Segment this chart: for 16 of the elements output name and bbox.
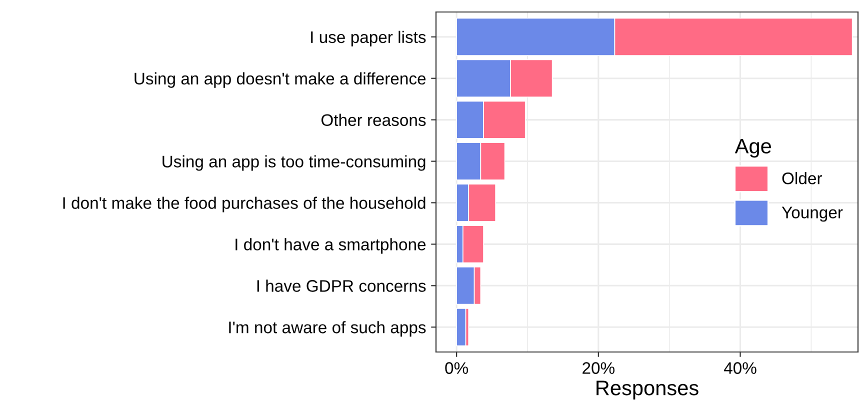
y-tick-label: I don't make the food purchases of the household <box>63 196 426 212</box>
legend-label: Younger <box>782 206 843 222</box>
y-tick-label: I use paper lists <box>311 30 426 46</box>
y-tick-label: I'm not aware of such apps <box>229 321 426 337</box>
x-axis-title: Responses <box>596 380 698 400</box>
y-tick-label: Other reasons <box>321 114 426 126</box>
y-tick-label: I don't have a smartphone <box>236 238 426 254</box>
legend-label: Older <box>782 172 822 184</box>
legend-title: Age <box>734 138 771 158</box>
x-tick-label: 40% <box>724 362 756 374</box>
x-tick-label: 20% <box>582 362 615 374</box>
bar <box>456 308 466 346</box>
y-tick-label: Using an app doesn't make a difference <box>134 72 426 88</box>
y-tick-label: I have GDPR concerns <box>257 280 426 292</box>
y-tick-label: Using an app is too time-consuming <box>162 155 426 171</box>
x-tick-label: 0% <box>445 362 468 374</box>
